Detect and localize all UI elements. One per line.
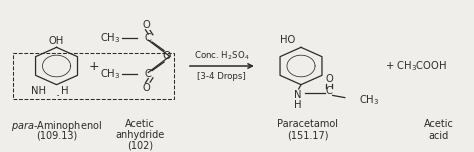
Text: Acetic: Acetic (423, 119, 453, 129)
Text: NH: NH (31, 86, 46, 96)
Text: anhydride: anhydride (116, 130, 165, 140)
Text: CH$_3$: CH$_3$ (100, 67, 120, 81)
Text: (151.17): (151.17) (287, 131, 329, 141)
Text: C: C (326, 86, 332, 96)
Text: (109.13): (109.13) (36, 131, 77, 141)
Text: Conc. H$_2$SO$_4$: Conc. H$_2$SO$_4$ (194, 50, 250, 62)
Text: O: O (143, 83, 150, 93)
Text: O: O (325, 74, 333, 84)
Text: acid: acid (428, 131, 448, 141)
Text: [3-4 Drops]: [3-4 Drops] (198, 72, 246, 81)
Text: .: . (55, 86, 60, 99)
Text: Acetic: Acetic (126, 119, 155, 129)
Text: CH$_3$: CH$_3$ (359, 93, 379, 107)
Text: CH$_3$: CH$_3$ (100, 31, 120, 45)
Text: $\it{para}$-Aminophenol: $\it{para}$-Aminophenol (11, 119, 102, 133)
Text: C: C (145, 33, 152, 43)
Text: (102): (102) (128, 141, 154, 151)
Text: H: H (61, 86, 69, 96)
Text: O: O (163, 51, 171, 61)
Text: HO: HO (280, 35, 295, 45)
Text: Paracetamol: Paracetamol (277, 119, 338, 129)
Text: +: + (89, 59, 99, 73)
Text: C: C (145, 69, 152, 79)
Text: OH: OH (49, 36, 64, 46)
Text: + CH$_3$COOH: + CH$_3$COOH (385, 59, 447, 73)
Text: H: H (294, 100, 301, 111)
Text: O: O (143, 20, 150, 30)
Text: N: N (294, 90, 301, 100)
